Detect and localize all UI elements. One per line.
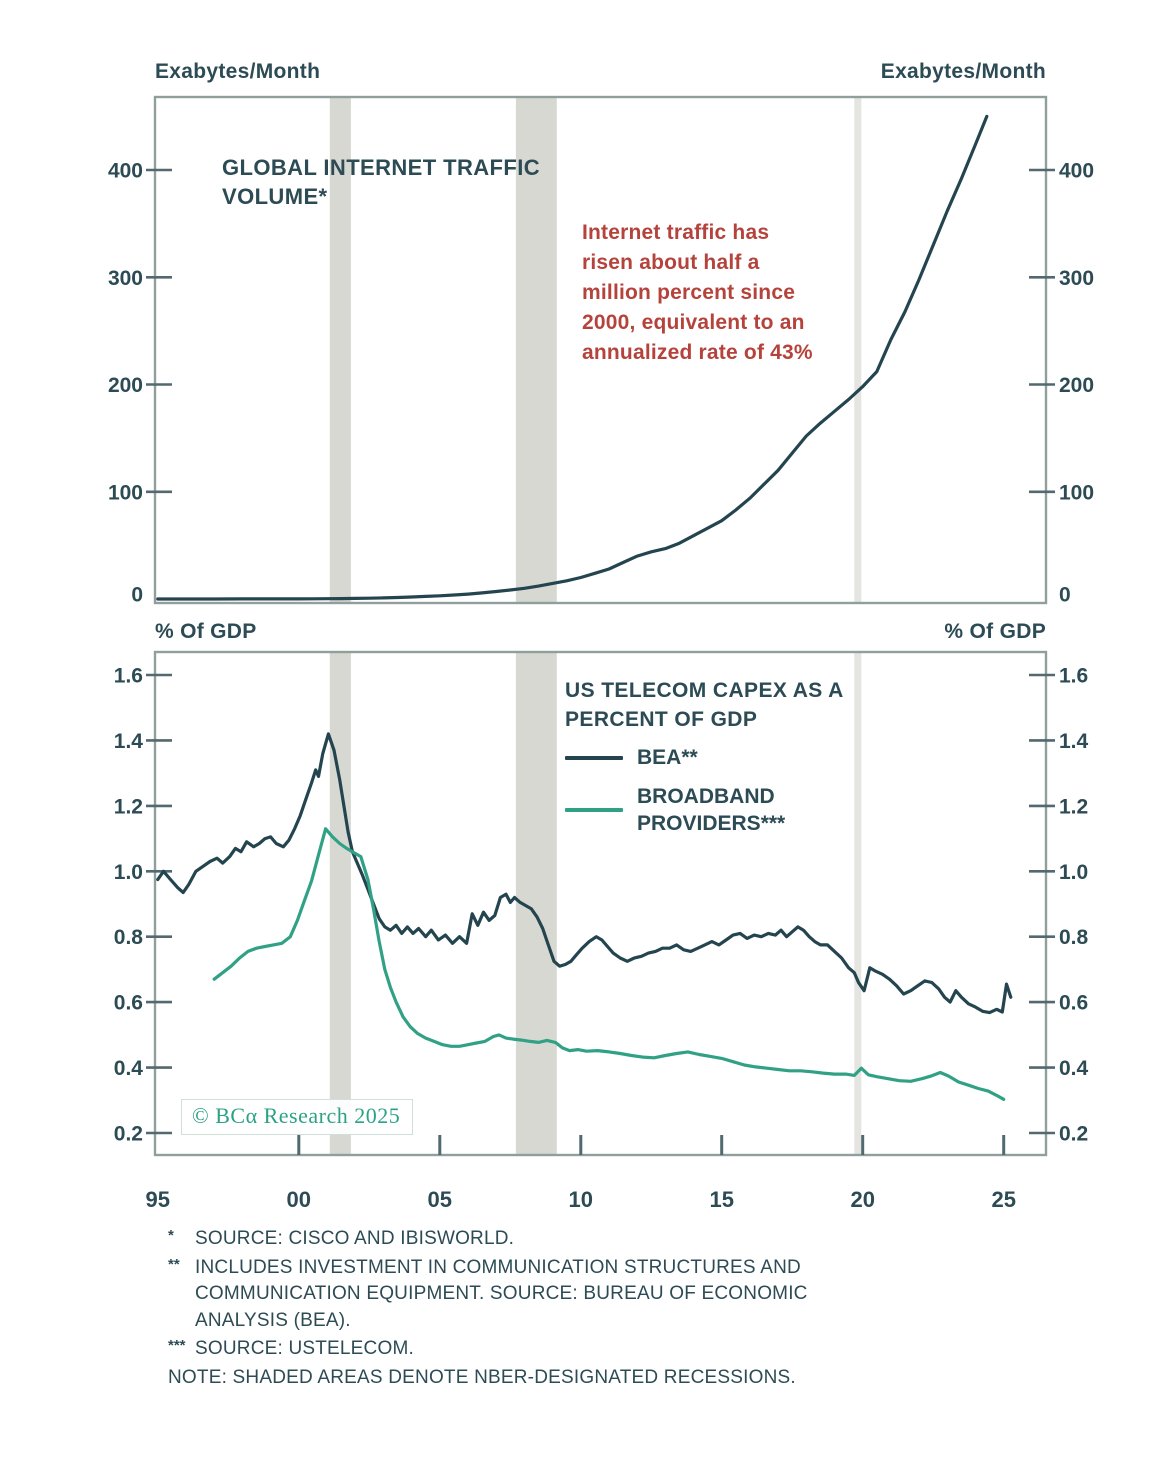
footnote-text: SOURCE: USTELECOM. [195,1338,414,1359]
y-tick-label: 0.2 [1059,1123,1088,1146]
x-tick-label: 25 [991,1187,1015,1212]
footnote-text: INCLUDES INVESTMENT IN COMMUNICATION STR… [195,1256,808,1331]
y-tick-label: 1.0 [1059,861,1088,884]
footnote-marker: *** [168,1337,186,1354]
traffic-annotation: Internet traffic has risen about half a … [582,221,813,364]
y-tick-label: 0.6 [114,992,143,1015]
bottom-axis-unit-right: % Of GDP [944,620,1046,643]
footnote-row: * SOURCE: CISCO AND IBISWORLD. [168,1226,948,1253]
y-tick-label: 0.4 [114,1057,144,1080]
y-tick-label: 1.2 [1059,795,1088,818]
plot-border [153,95,1048,605]
footnote-text: NOTE: SHADED AREAS DENOTE NBER-DESIGNATE… [168,1366,796,1388]
top-axis-unit-right: Exabytes/Month [880,60,1046,83]
y-tick-label: 300 [1059,267,1094,290]
x-tick-label: 10 [569,1187,593,1212]
legend-label-broadband: BROADBAND PROVIDERS*** [637,785,786,835]
bea-line-swatch [565,755,623,760]
y-tick-label: 0.8 [1059,926,1089,949]
legend-item-bea: BEA** [565,744,785,771]
footnotes: * SOURCE: CISCO AND IBISWORLD. ** INCLUD… [168,1226,948,1393]
recession-band [515,98,557,602]
broadband-line [212,827,1006,1101]
y-tick-label: 400 [108,160,143,183]
y-tick-label: 1.4 [1059,730,1089,753]
y-tick-label: 1.0 [114,861,143,884]
y-tick-label: 1.6 [114,665,143,688]
y-tick-label: 0.8 [114,926,144,949]
footnote-row: *** SOURCE: USTELECOM. [168,1336,948,1363]
recession-band [854,98,862,602]
footnote-marker: ** [168,1255,180,1273]
top-chart-title: GLOBAL INTERNET TRAFFIC VOLUME* [222,155,540,209]
y-tick-label: 1.4 [114,730,144,753]
y-tick-label: 300 [108,267,143,290]
recession-band [854,653,862,1154]
y-tick-label: 0.4 [1059,1057,1089,1080]
x-tick-label: 20 [850,1187,874,1212]
legend: BEA** BROADBAND PROVIDERS*** [565,744,785,849]
x-tick-label: 00 [287,1187,311,1212]
y-tick-label: 400 [1059,160,1094,183]
legend-item-broadband: BROADBAND PROVIDERS*** [565,783,785,837]
copyright-badge: © BCα Research 2025 [181,1099,414,1135]
broadband-line-swatch [565,808,623,812]
x-tick-label: 15 [709,1187,733,1212]
y-tick-label: 200 [108,374,143,397]
recession-band [329,653,351,1154]
footnote-text: SOURCE: CISCO AND IBISWORLD. [195,1228,515,1249]
footnote-marker: * [168,1227,174,1244]
bottom-axis-unit-left: % Of GDP [155,620,257,643]
traffic-line [156,114,989,601]
legend-label-bea: BEA** [637,746,698,769]
x-tick-label: 95 [146,1187,170,1212]
recession-band [329,98,351,602]
footnote-row-note: NOTE: SHADED AREAS DENOTE NBER-DESIGNATE… [168,1365,948,1392]
y-tick-label: 100 [108,481,143,504]
y-tick-label: 200 [1059,374,1094,397]
y-tick-label: 0.6 [1059,992,1088,1015]
top-axis-unit-left: Exabytes/Month [155,60,321,83]
bottom-chart-title: US TELECOM CAPEX AS A PERCENT OF GDP [565,679,844,731]
y-tick-label: 100 [1059,481,1094,504]
y-tick-label: 0 [131,584,143,607]
footnote-row: ** INCLUDES INVESTMENT IN COMMUNICATION … [168,1255,948,1335]
y-tick-label: 0.2 [114,1123,143,1146]
y-tick-label: 1.2 [114,795,143,818]
y-tick-label: 1.6 [1059,665,1088,688]
plot-border [153,650,1048,1157]
x-tick-label: 05 [428,1187,452,1212]
y-tick-label: 0 [1059,584,1071,607]
bea-line [156,732,1013,1015]
